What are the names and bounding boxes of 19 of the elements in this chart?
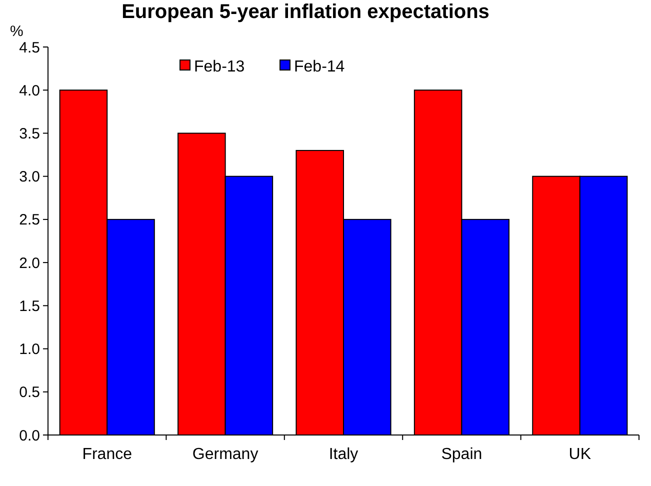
x-tick-label: Italy [328,446,358,463]
legend-label: Feb-13 [194,58,245,76]
x-tick-label: Germany [192,446,258,463]
y-tick-label: 1.0 [19,341,40,358]
y-tick-label: 4.0 [19,82,40,100]
legend-label: Feb-14 [294,58,345,76]
x-tick-label: Spain [441,446,482,463]
x-tick-label: France [82,446,132,463]
y-tick-label: 3.0 [19,168,40,186]
y-tick-label: 2.5 [19,212,40,229]
y-tick-label: 3.5 [19,125,40,142]
y-tick-label: 0.5 [19,384,40,402]
chart-title: European 5-year inflation expectations [122,1,490,23]
y-tick-label: 2.0 [19,254,40,272]
y-tick-label: 1.5 [19,298,40,315]
y-axis-title: % [10,23,24,40]
y-tick-label: 0.0 [19,427,40,444]
x-tick-label: UK [568,446,592,463]
y-tick-label: 4.5 [19,39,40,56]
